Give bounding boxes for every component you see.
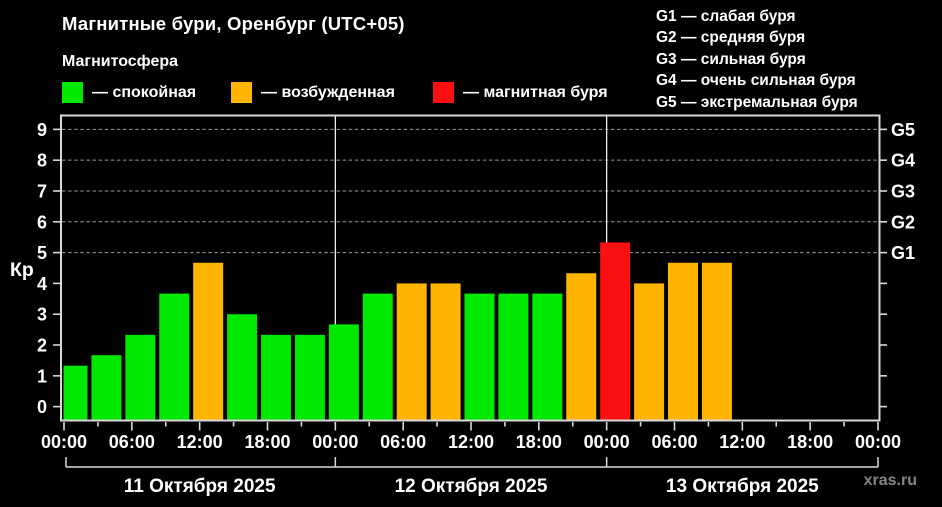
y-tick-label: 9 bbox=[37, 120, 47, 140]
x-tick-label: 18:00 bbox=[516, 432, 562, 452]
kp-bar bbox=[532, 293, 563, 420]
plot-border bbox=[60, 114, 881, 422]
kp-bar bbox=[159, 293, 190, 420]
x-tick-label: 18:00 bbox=[244, 432, 290, 452]
kp-bar bbox=[328, 324, 359, 420]
x-tick-label: 12:00 bbox=[177, 432, 223, 452]
g-level-label: G5 bbox=[891, 120, 915, 140]
legend-item-quiet: — спокойная bbox=[62, 82, 196, 103]
kp-axis-label: Кр bbox=[10, 259, 34, 281]
g3-legend-line: G3 — сильная буря bbox=[656, 50, 806, 68]
g4-legend-line: G4 — очень сильная буря bbox=[656, 72, 856, 90]
kp-bar bbox=[634, 283, 665, 420]
g-level-label: G3 bbox=[891, 181, 915, 201]
kp-bar bbox=[498, 293, 529, 420]
g2-legend-line: G2 — средняя буря bbox=[656, 29, 806, 47]
x-tick-label: 00:00 bbox=[855, 432, 901, 452]
y-tick-label: 3 bbox=[37, 305, 47, 325]
kp-bars bbox=[63, 242, 732, 420]
watermark-link[interactable]: xras.ru bbox=[863, 472, 917, 489]
x-tick-label: 00:00 bbox=[312, 432, 358, 452]
date-label: 11 Октября 2025 bbox=[124, 476, 276, 497]
kp-bar bbox=[125, 334, 156, 420]
chart-subtitle: Магнитосфера bbox=[62, 53, 179, 70]
x-tick-label: 06:00 bbox=[651, 432, 697, 452]
kp-bar bbox=[464, 293, 495, 420]
y-tick-label: 6 bbox=[37, 212, 47, 232]
date-label: 12 Октября 2025 bbox=[395, 476, 548, 497]
kp-bar bbox=[63, 365, 88, 420]
date-label: 13 Октября 2025 bbox=[666, 476, 819, 497]
x-tick-label: 00:00 bbox=[584, 432, 630, 452]
kp-bar bbox=[362, 293, 393, 420]
kp-bar bbox=[91, 355, 122, 420]
kp-bar bbox=[261, 334, 291, 420]
kp-gridlines bbox=[62, 128, 878, 254]
kp-bar bbox=[193, 262, 224, 420]
y-tick-label: 8 bbox=[37, 151, 47, 171]
axis-ticks bbox=[53, 128, 887, 431]
g-level-label: G1 bbox=[891, 243, 915, 263]
storm-color-swatch bbox=[433, 82, 454, 103]
legend-item-label: — спокойная bbox=[92, 83, 197, 101]
kp-bar bbox=[294, 334, 325, 420]
date-bracket bbox=[65, 457, 879, 468]
y-tick-label: 4 bbox=[37, 274, 47, 294]
kp-bar bbox=[668, 262, 698, 420]
x-tick-label: 12:00 bbox=[719, 432, 765, 452]
legend-item-label: — магнитная буря bbox=[463, 83, 608, 101]
legend-item-excited: — возбужденная bbox=[231, 82, 395, 103]
kp-bar bbox=[396, 283, 427, 420]
g5-legend-line: G5 — экстремальная буря bbox=[656, 93, 858, 111]
kp-bar bbox=[600, 242, 631, 420]
y-tick-label: 0 bbox=[37, 397, 47, 417]
x-tick-label: 12:00 bbox=[448, 432, 494, 452]
kp-bar bbox=[566, 273, 597, 420]
y-tick-label: 7 bbox=[37, 181, 47, 201]
legend-item-storm: — магнитная буря bbox=[433, 82, 608, 103]
excited-color-swatch bbox=[231, 82, 252, 103]
g-scale-legend: G1 — слабая буря G2 — средняя буря G3 — … bbox=[656, 6, 858, 113]
legend-item-label: — возбужденная bbox=[261, 83, 395, 101]
x-tick-label: 06:00 bbox=[380, 432, 426, 452]
x-tick-label: 06:00 bbox=[109, 432, 155, 452]
g-level-label: G4 bbox=[891, 151, 915, 171]
kp-bar bbox=[227, 314, 258, 420]
kp-bar bbox=[430, 283, 461, 420]
x-tick-label: 18:00 bbox=[787, 432, 833, 452]
x-tick-label: 00:00 bbox=[41, 432, 87, 452]
y-tick-label: 2 bbox=[37, 336, 47, 356]
g1-legend-line: G1 — слабая буря bbox=[656, 8, 796, 25]
quiet-color-swatch bbox=[62, 82, 83, 103]
page-title: Магнитные бури, Оренбург (UTC+05) bbox=[62, 13, 405, 34]
y-tick-label: 1 bbox=[37, 366, 47, 386]
g-level-label: G2 bbox=[891, 212, 915, 232]
kp-bar bbox=[701, 262, 732, 420]
y-tick-label: 5 bbox=[37, 243, 47, 263]
